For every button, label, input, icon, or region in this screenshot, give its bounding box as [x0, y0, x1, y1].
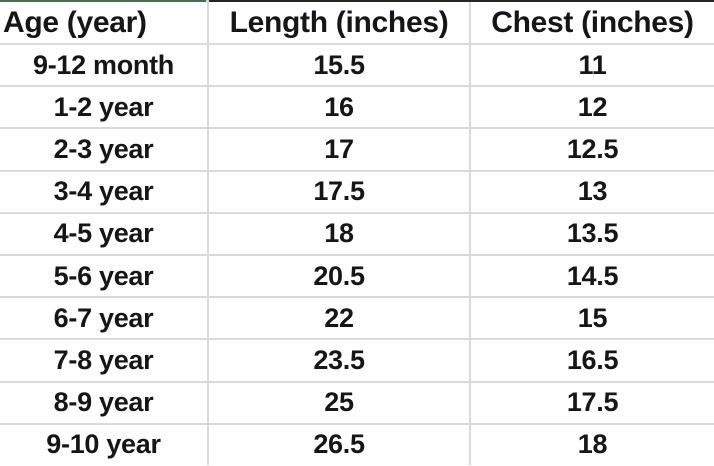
table-row: 8-9 year 25 17.5 — [0, 381, 714, 425]
cell-length: 20.5 — [208, 254, 471, 299]
table-header: Age (year) Length (inches) Chest (inches… — [0, 2, 714, 45]
cell-length: 26.5 — [208, 423, 471, 465]
cell-length: 23.5 — [208, 339, 471, 383]
table-body: 9-12 month 15.5 11 1-2 year 16 12 2-3 ye… — [0, 44, 714, 465]
table-row: 3-4 year 17.5 13 — [0, 170, 714, 214]
cell-length: 15.5 — [208, 44, 471, 88]
header-cell-length: Length (inches) — [208, 2, 471, 45]
cell-length: 16 — [208, 86, 471, 130]
cell-chest: 13.5 — [470, 212, 714, 256]
cell-length: 18 — [208, 212, 471, 256]
table-row: 7-8 year 23.5 16.5 — [0, 339, 714, 383]
cell-age: 1-2 year — [0, 86, 209, 130]
cell-chest: 11 — [470, 44, 714, 88]
cell-length: 22 — [208, 297, 471, 341]
cell-age: 8-9 year — [0, 381, 209, 425]
cell-age: 9-10 year — [0, 423, 209, 465]
table-row: 5-6 year 20.5 14.5 — [0, 254, 714, 299]
cell-age: 2-3 year — [0, 128, 209, 172]
top-edge-gridline-gap — [206, 0, 209, 2]
table-row: 9-12 month 15.5 11 — [0, 44, 714, 88]
cell-chest: 15 — [470, 297, 714, 341]
cell-age: 3-4 year — [0, 170, 209, 214]
top-edge-green-segment — [0, 0, 206, 2]
cell-chest: 13 — [470, 170, 714, 214]
cell-chest: 17.5 — [470, 381, 714, 425]
top-edge-strip — [0, 0, 714, 2]
cell-length: 17.5 — [208, 170, 471, 214]
cell-age: 4-5 year — [0, 212, 209, 256]
header-cell-chest: Chest (inches) — [470, 2, 714, 45]
table-row: 6-7 year 22 15 — [0, 297, 714, 341]
header-row: Age (year) Length (inches) Chest (inches… — [0, 2, 714, 45]
cell-age: 9-12 month — [0, 44, 209, 88]
cell-chest: 12 — [470, 86, 714, 130]
cell-chest: 16.5 — [470, 339, 714, 383]
cell-length: 17 — [208, 128, 471, 172]
table-row: 9-10 year 26.5 18 — [0, 423, 714, 465]
cell-chest: 14.5 — [470, 254, 714, 299]
cell-chest: 18 — [577, 429, 608, 460]
cell-age: 5-6 year — [0, 254, 209, 299]
table-row: 1-2 year 16 12 — [0, 86, 714, 130]
cell-chest: 12.5 — [470, 128, 714, 172]
header-cell-age: Age (year) — [0, 2, 209, 45]
cell-age: 6-7 year — [0, 297, 209, 341]
cell-length: 25 — [208, 381, 471, 425]
table-row: 4-5 year 18 13.5 — [0, 212, 714, 256]
cell-age: 7-8 year — [0, 339, 209, 383]
table-row: 2-3 year 17 12.5 — [0, 128, 714, 172]
top-edge-dark-segment — [209, 0, 714, 2]
